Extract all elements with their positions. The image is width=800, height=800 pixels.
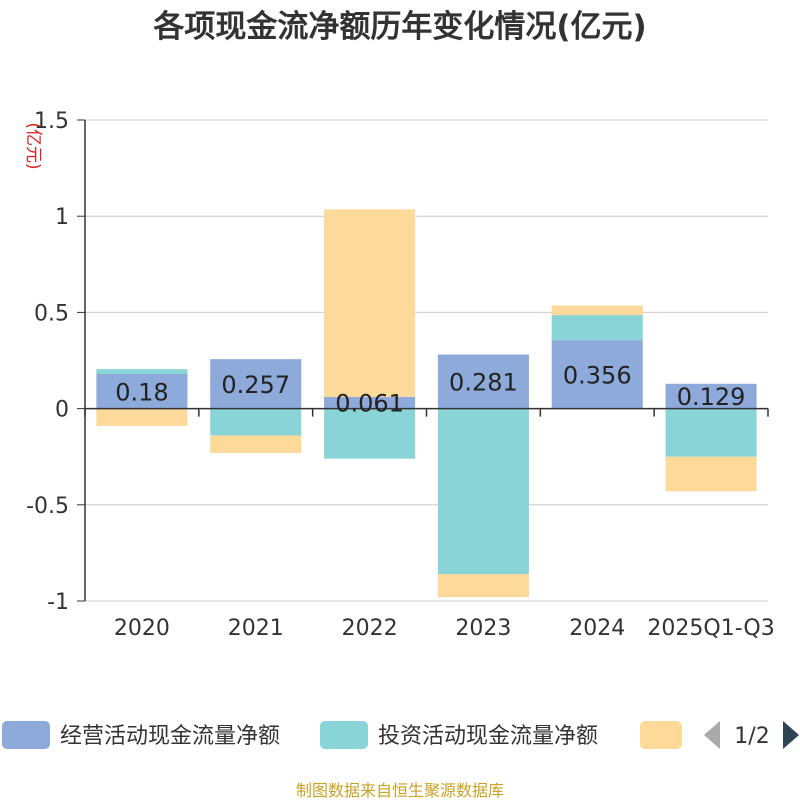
bar-segment-series-0[interactable]: [96, 373, 188, 409]
data-label: 0.257: [221, 371, 290, 399]
bar-segment-series-2[interactable]: [324, 209, 416, 397]
legend-swatch-financing[interactable]: [640, 721, 682, 749]
bar-segment-series-2[interactable]: [210, 435, 302, 453]
axes: [84, 120, 769, 601]
y-tick-label: 0.5: [34, 301, 69, 326]
data-label: 0.18: [115, 378, 168, 406]
legend-label-investing[interactable]: 投资活动现金流量净额: [378, 724, 598, 749]
bar-segment-series-1[interactable]: [437, 408, 529, 575]
gridlines: [85, 119, 768, 602]
bar-segment-series-1[interactable]: [551, 315, 643, 341]
bars: [96, 209, 757, 598]
y-axis-unit: (亿元): [23, 122, 43, 169]
x-tick-label: 2021: [228, 616, 284, 641]
x-tick-label: 2025Q1-Q3: [647, 616, 774, 641]
chevron-right-icon[interactable]: [783, 721, 799, 749]
bar-segment-series-1[interactable]: [324, 408, 416, 459]
y-tick-label: 0: [55, 398, 69, 423]
data-label: 0.129: [677, 383, 746, 411]
y-tick-label: 1.5: [34, 109, 69, 134]
bar-segment-series-2[interactable]: [551, 305, 643, 316]
bar-segment-series-1[interactable]: [96, 369, 188, 374]
bar-segment-series-0[interactable]: [437, 354, 529, 409]
x-ticks: 2020 2021 2022 2023 2024 2025Q1-Q3: [114, 616, 775, 641]
legend-page-indicator: 1/2: [734, 724, 769, 749]
x-tick-label: 2022: [342, 616, 398, 641]
data-label: 0.061: [335, 390, 404, 418]
bar-segment-series-2[interactable]: [665, 456, 757, 492]
bar-segment-series-2[interactable]: [437, 574, 529, 598]
data-label: 0.281: [449, 369, 518, 397]
source-note: 制图数据来自恒生聚源数据库: [296, 781, 504, 800]
bar-segment-series-2[interactable]: [96, 408, 188, 426]
bar-segment-series-0[interactable]: [665, 383, 757, 409]
data-labels: 0.18 0.257 0.061 0.281 0.356 0.129: [115, 361, 745, 417]
x-tick-label: 2020: [114, 616, 170, 641]
bar-segment-series-0[interactable]: [324, 396, 416, 409]
chart-title: 各项现金流净额历年变化情况(亿元): [152, 9, 646, 45]
y-ticks: -1 -0.5 0 0.5 1 1.5: [26, 109, 85, 615]
legend-swatch-operating[interactable]: [2, 721, 50, 749]
legend-swatch-investing[interactable]: [320, 721, 368, 749]
y-tick-label: -0.5: [26, 494, 69, 519]
bar-segment-series-1[interactable]: [210, 408, 302, 436]
data-label: 0.356: [563, 361, 632, 389]
legend: 经营活动现金流量净额 投资活动现金流量净额 1/2: [2, 721, 799, 749]
bar-segment-series-0[interactable]: [210, 359, 302, 409]
y-tick-label: -1: [47, 590, 69, 615]
x-tick-label: 2023: [455, 616, 511, 641]
x-tick-label: 2024: [569, 616, 625, 641]
legend-label-operating[interactable]: 经营活动现金流量净额: [60, 724, 280, 749]
y-tick-label: 1: [55, 205, 69, 230]
bar-segment-series-1[interactable]: [665, 408, 757, 457]
chevron-left-icon[interactable]: [704, 721, 720, 749]
bar-segment-series-0[interactable]: [551, 340, 643, 409]
